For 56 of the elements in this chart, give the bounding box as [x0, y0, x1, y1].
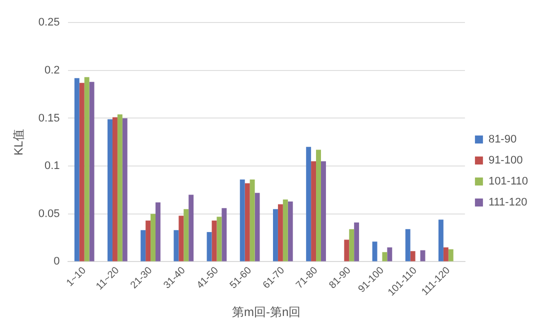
- bar: [89, 82, 94, 262]
- bar: [74, 78, 80, 262]
- legend-label: 101-110: [488, 176, 528, 188]
- bar: [344, 240, 350, 262]
- legend-label: 111-120: [488, 196, 528, 209]
- bar: [216, 216, 222, 262]
- y-tick-label: 0.1: [44, 160, 60, 172]
- bar: [405, 229, 410, 262]
- bar: [108, 119, 112, 262]
- y-tick-label: 0.2: [44, 64, 60, 76]
- bar: [278, 204, 283, 262]
- bar: [288, 201, 293, 262]
- x-axis-title: 第m回-第n回: [232, 305, 301, 320]
- bar: [311, 161, 316, 262]
- bar: [188, 194, 194, 262]
- bar: [156, 202, 160, 262]
- bar: [443, 247, 448, 262]
- bar: [222, 208, 227, 262]
- y-axis-title: KL值: [12, 128, 26, 156]
- bar: [84, 77, 90, 262]
- y-tick-label: 0.15: [38, 112, 60, 124]
- y-tick-label: 0.25: [38, 16, 60, 29]
- bar: [212, 220, 217, 262]
- bar: [438, 220, 444, 262]
- legend-label: 91-100: [488, 154, 523, 167]
- bar: [410, 251, 416, 262]
- bar: [272, 209, 278, 262]
- bar: [349, 229, 354, 262]
- bar: [372, 242, 378, 262]
- bar: [320, 161, 326, 262]
- legend-label: 81-90: [488, 134, 517, 146]
- bar: [79, 82, 84, 262]
- bar: [174, 230, 179, 262]
- bar: [282, 200, 288, 262]
- bar: [254, 192, 260, 262]
- bar: [306, 146, 312, 262]
- bar: [382, 252, 388, 262]
- bar: [354, 222, 360, 262]
- bar: [240, 179, 245, 262]
- bar: [178, 216, 184, 262]
- bar: [122, 118, 128, 262]
- bar: [146, 220, 151, 262]
- bar: [140, 230, 146, 262]
- y-tick-label: 0.05: [38, 208, 60, 220]
- bar: [387, 247, 392, 262]
- bar: [420, 250, 426, 262]
- y-tick-label: 0: [54, 256, 60, 268]
- bar: [112, 117, 118, 262]
- bar: [117, 114, 122, 262]
- bar: [206, 232, 212, 262]
- bar: [184, 209, 189, 262]
- bar: [316, 150, 321, 262]
- bar: [250, 179, 255, 262]
- bar: [244, 183, 250, 262]
- bar: [150, 214, 156, 262]
- bar: [448, 249, 454, 262]
